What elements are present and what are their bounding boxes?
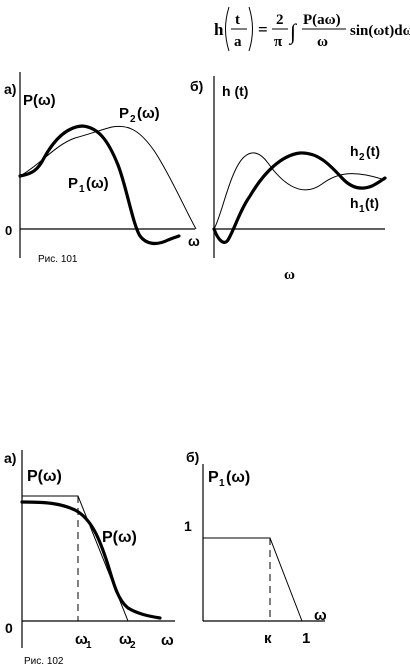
fig102-right-y-label: P 1 (ω)	[208, 469, 250, 489]
formula-equals: =	[258, 20, 268, 39]
formula-frac2-num: 2	[276, 12, 284, 28]
fig102-ideal-curve	[22, 495, 129, 622]
fig101-p2-label-main: P	[119, 105, 129, 122]
formula-integral: ∫	[288, 19, 298, 45]
fig102-right-y-label-tail: (ω)	[226, 469, 250, 486]
fig102-right-panel: б) P 1 (ω) 1 ω к 1	[184, 449, 327, 647]
fig101-caption: Рис. 101	[38, 254, 78, 265]
formula-frac1-num: t	[235, 12, 240, 28]
fig102-p1-curve	[203, 537, 303, 622]
fig102-p-curve-label: P(ω)	[102, 529, 137, 546]
fig101-p1-label: P 1 (ω)	[68, 175, 109, 195]
fig102-right-y-label-sub: 1	[219, 478, 225, 489]
fig101-right-y-label: h (t)	[222, 83, 248, 99]
fig101-h2-label-tail: (t)	[366, 143, 380, 159]
formula-frac2-den: π	[274, 34, 283, 50]
fig101-h1-label: h 1 (t)	[350, 195, 379, 215]
fig102-omega1-tick-label: ω 1	[75, 631, 92, 651]
fig101-p1-label-tail: (ω)	[86, 175, 109, 192]
formula-frac1-den: a	[234, 34, 242, 50]
fig102-k-label: к	[264, 630, 272, 647]
fig102-left-panel-label: а)	[4, 450, 16, 466]
fig101-h1-curve	[212, 151, 387, 244]
fig101-p1-curve	[18, 124, 181, 246]
fig101-right-panel: б) h (t) ω h 2 (t) h 1 (t)	[190, 76, 387, 283]
fig101-h2-label-sub: 2	[359, 152, 365, 163]
fig101-p2-label-tail: (ω)	[137, 105, 160, 122]
formula: h t a = 2 π ∫ P(aω) ω sin(ωt)dω	[214, 6, 410, 52]
fig102-left-y-label: P(ω)	[27, 468, 62, 485]
fig102-right-y-label-main: P	[208, 469, 219, 486]
fig101-left-y-label: P(ω)	[23, 92, 56, 109]
fig102-left-panel: а) P(ω) 0 ω P(ω) ω 1 ω 2 Рис. 102	[4, 450, 175, 667]
fig102-right-x-label: ω	[314, 607, 327, 624]
fig102-omega1-main: ω	[75, 631, 88, 648]
fig102-omega2-sub: 2	[130, 640, 136, 651]
fig101-p2-curve	[19, 125, 197, 230]
fig101-h2-label-main: h	[350, 143, 359, 159]
fig102-omega2-main: ω	[119, 631, 132, 648]
fig101-p1-label-main: P	[68, 175, 78, 192]
fig102-omega1-sub: 1	[86, 640, 92, 651]
fig101-h1-label-tail: (t)	[365, 195, 379, 211]
fig101-left-x-label: ω	[188, 233, 200, 249]
fig101-h2-label: h 2 (t)	[350, 143, 380, 163]
fig101-right-x-label: ω	[284, 267, 295, 283]
fig102-right-one-y: 1	[184, 518, 192, 534]
fig101-h1-label-main: h	[350, 195, 359, 211]
fig101-right-panel-label: б)	[190, 78, 203, 94]
fig102-right-one-x: 1	[302, 630, 310, 647]
fig101-left-zero: 0	[5, 223, 12, 238]
fig102-right-panel-label: б)	[186, 449, 199, 465]
formula-right-paren	[248, 6, 253, 52]
fig101-p2-label-sub: 2	[130, 114, 136, 125]
formula-frac3-num: P(aω)	[303, 12, 341, 28]
fig101-p2-label: P 2 (ω)	[119, 105, 160, 125]
fig102-left-zero: 0	[5, 620, 13, 636]
formula-frac3-den: ω	[317, 34, 328, 50]
fig101-left-panel-label: а)	[4, 81, 16, 97]
fig102-left-x-label: ω	[161, 632, 174, 649]
formula-left-paren	[225, 6, 230, 52]
fig102-omega2-tick-label: ω 2	[119, 631, 136, 651]
formula-lhs: h	[214, 20, 224, 39]
fig102-p-curve	[20, 500, 162, 620]
fig101-h1-label-sub: 1	[359, 204, 365, 215]
fig101-p1-label-sub: 1	[79, 184, 85, 195]
formula-tail: sin(ωt)dω	[350, 23, 410, 39]
fig102-caption: Рис. 102	[24, 656, 64, 667]
fig101-left-panel: а) P(ω) 0 ω P 2 (ω) P 1 (ω) Рис. 101	[4, 72, 200, 265]
